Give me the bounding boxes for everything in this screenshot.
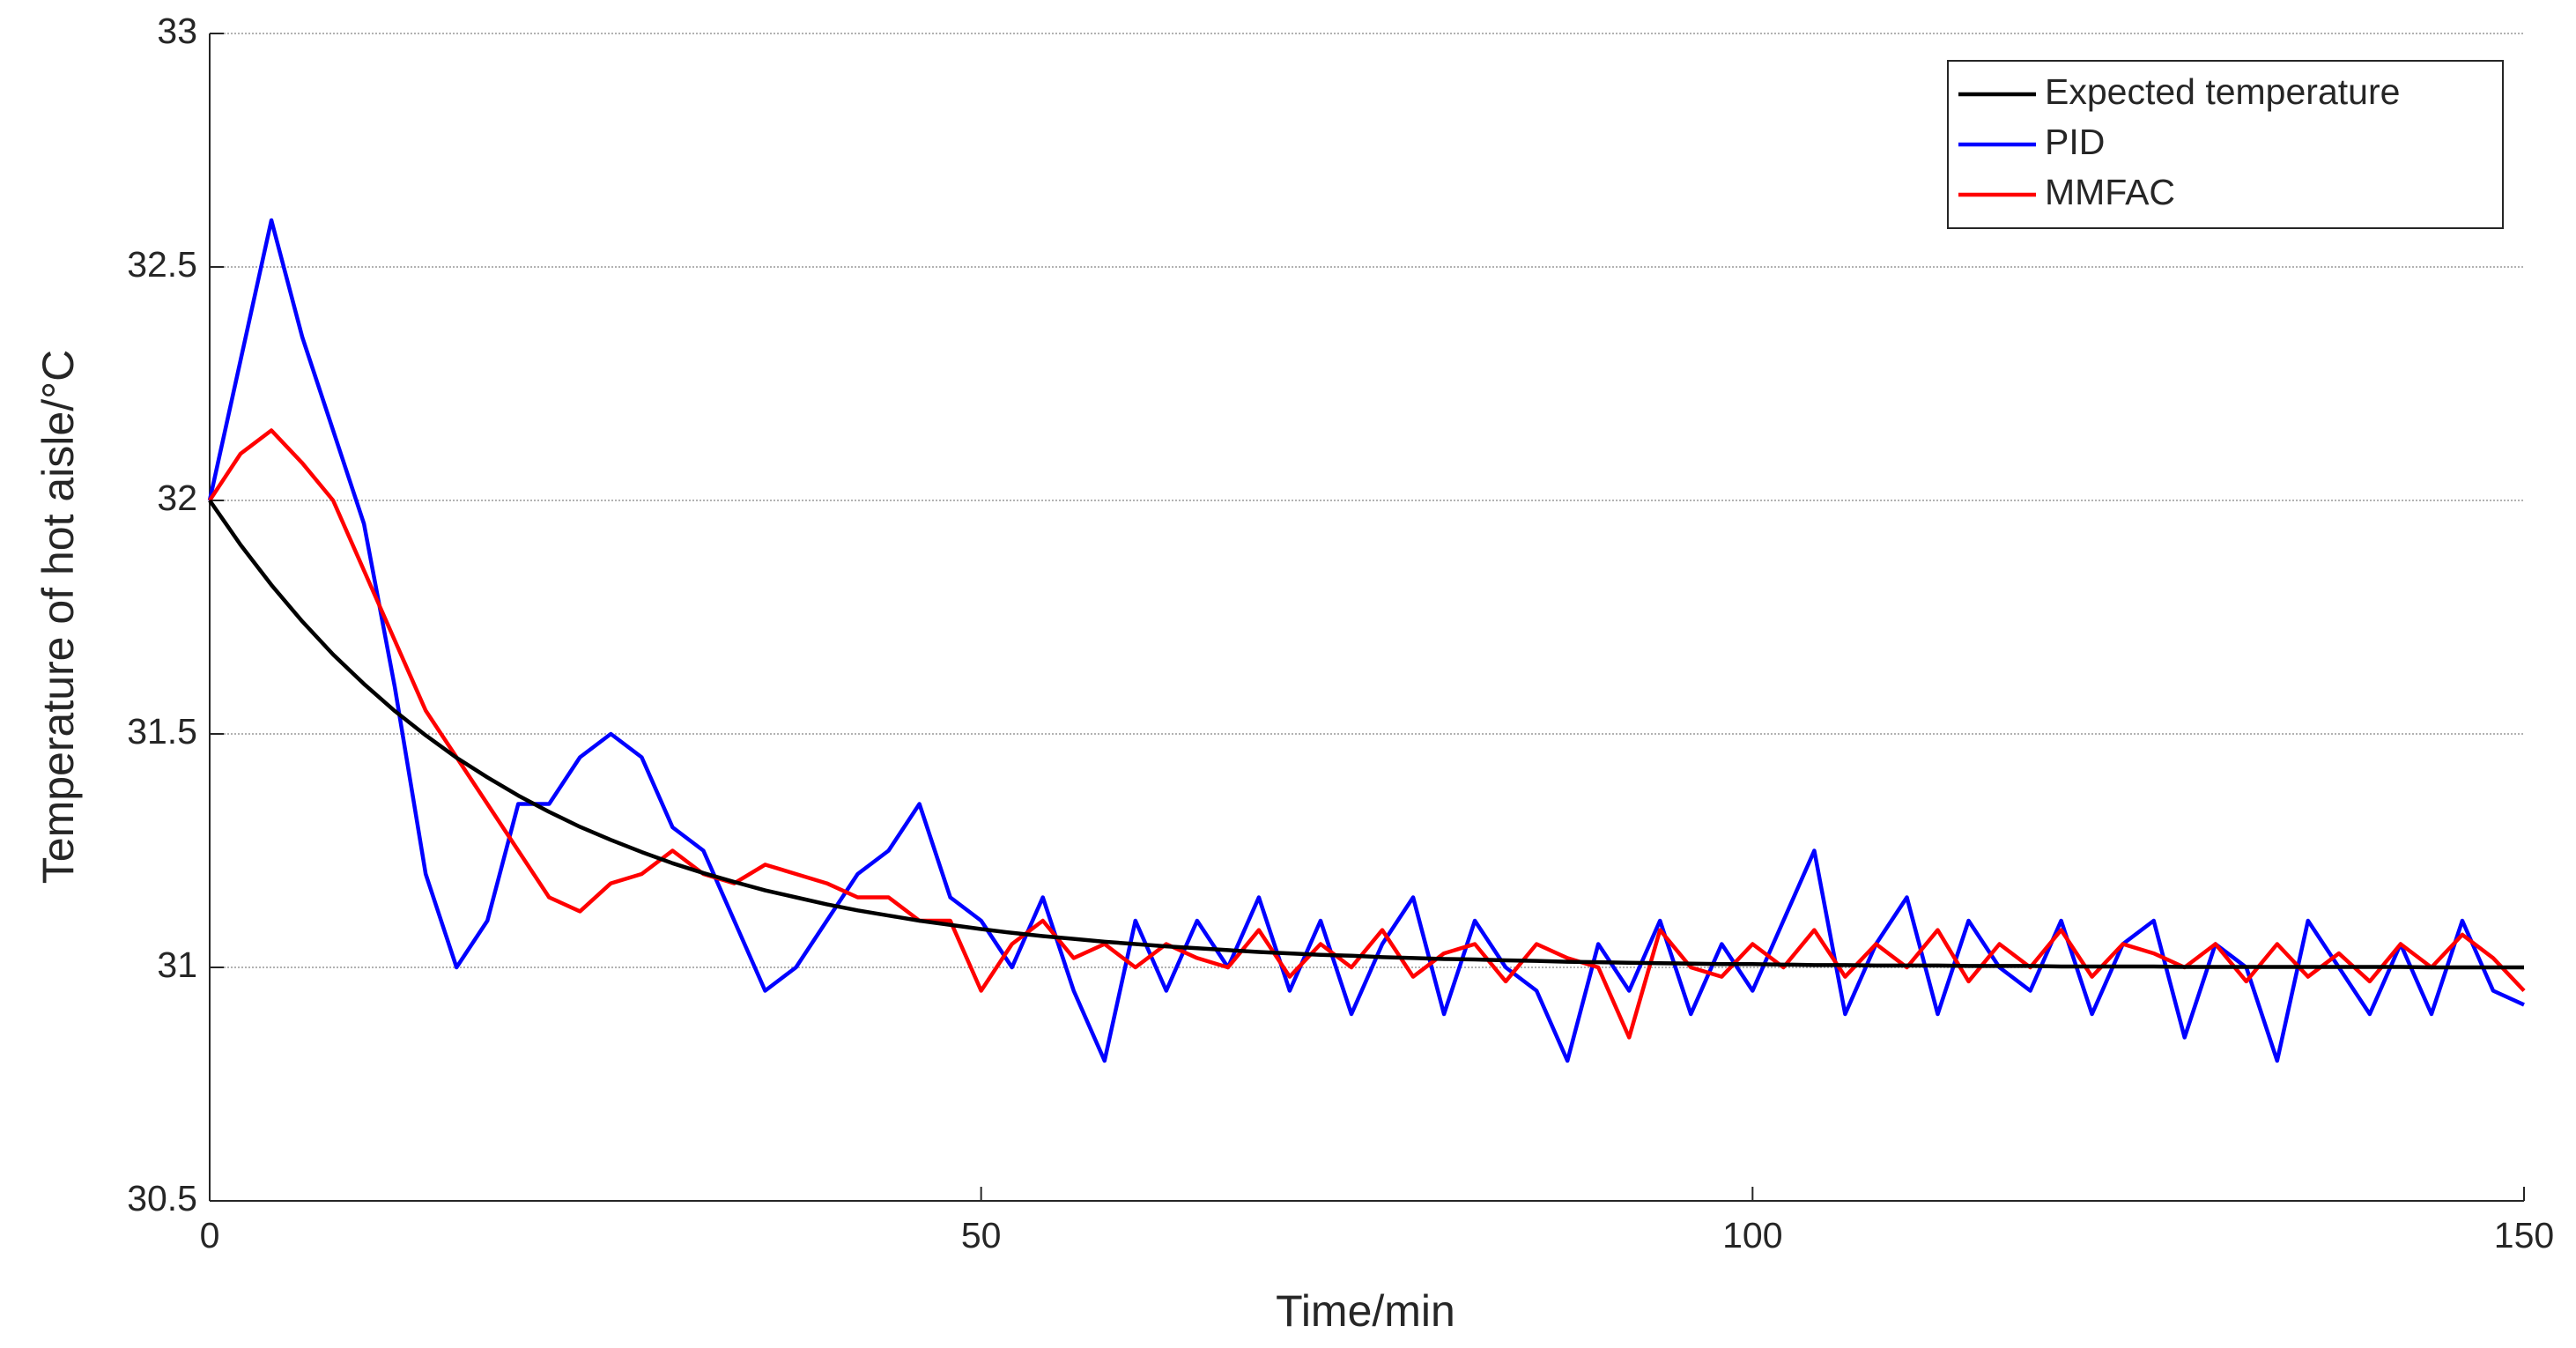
y-tick-label: 33 (157, 11, 197, 51)
y-tick-label: 31 (157, 944, 197, 985)
y-tick-label: 30.5 (127, 1178, 197, 1218)
x-tick-label: 50 (961, 1215, 1002, 1255)
y-tick-label: 31.5 (127, 711, 197, 752)
series-line (207, 218, 2525, 1063)
x-tick-label: 150 (2494, 1215, 2554, 1255)
y-tick-label: 32 (157, 478, 197, 518)
series-line (208, 499, 2524, 970)
y-axis-label: Temperature of hot aisle/°C (33, 350, 83, 884)
x-tick-label: 0 (200, 1215, 220, 1255)
legend-label: MMFAC (2045, 172, 2175, 212)
legend-box (1947, 60, 2504, 229)
series-line (208, 428, 2526, 1040)
legend-label: Expected temperature (2045, 71, 2400, 112)
y-tick-label: 32.5 (127, 244, 197, 285)
legend: Expected temperature PID MMFAC (1947, 60, 2504, 229)
x-axis-label: Time/min (1276, 1286, 1455, 1336)
x-tick-label: 100 (1722, 1215, 1782, 1255)
legend-label: PID (2045, 122, 2105, 162)
